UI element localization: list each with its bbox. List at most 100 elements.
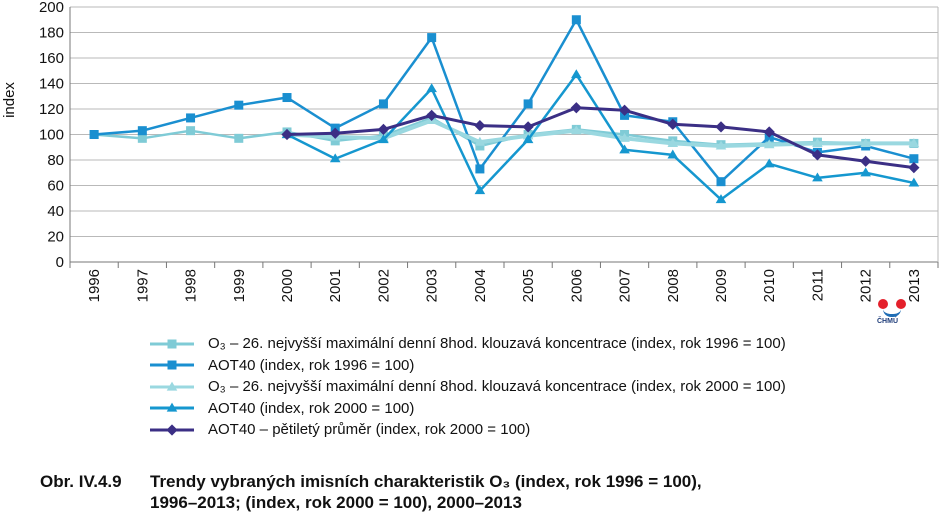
x-tick-label: 2012 [858,269,875,302]
data-point-series-2 [523,99,533,109]
legend-swatch-marker [167,360,177,370]
series-line-3 [286,118,914,148]
y-tick-label: 160 [39,50,64,67]
legend-swatch-marker [166,381,178,391]
legend: O₃ – 26. nejvyšší maximální denní 8hod. … [150,333,910,441]
data-point-series-4 [908,177,920,187]
y-tick-label: 0 [56,254,64,271]
x-tick-label: 2011 [809,269,826,301]
legend-label: O₃ – 26. nejvyšší maximální denní 8hod. … [208,378,786,396]
data-point-series-4 [715,194,727,204]
data-point-series-4 [619,144,630,154]
data-point-series-2 [282,93,292,103]
legend-swatch [150,381,194,391]
x-tick-label: 2007 [617,269,634,302]
data-point-series-2 [89,130,99,139]
legend-swatch [150,339,194,349]
y-tick-label: 40 [47,203,64,220]
y-tick-label: 140 [39,76,64,93]
x-tick-label: 2009 [713,269,730,302]
legend-swatch [150,402,194,412]
series-line-5 [286,106,915,170]
y-axis-label: index [1,82,18,118]
data-point-series-1 [186,126,196,136]
legend-item-o3-1996: O₃ – 26. nejvyšší maximální denní 8hod. … [150,333,910,355]
data-point-series-5 [522,121,534,133]
y-tick-label: 60 [47,178,64,195]
data-point-series-4 [329,153,341,163]
data-point-series-4 [522,134,534,144]
y-tick-label: 80 [47,152,64,169]
x-tick-label: 1996 [86,269,103,302]
data-point-series-3 [715,140,727,150]
data-point-series-3 [667,138,679,147]
caption-line-1: Trendy vybraných imisních charakteristik… [150,472,702,491]
caption-line-2: 1996–2013; (index, rok 2000 = 100), 2000… [150,493,522,512]
data-point-series-5 [763,126,775,138]
logo-wave [883,309,901,317]
data-point-series-5 [811,149,824,161]
x-tick-label: 2001 [327,269,344,302]
data-point-series-3 [812,138,823,147]
data-point-series-3 [908,138,920,147]
data-point-series-1 [234,133,244,143]
series-line-4 [286,73,915,201]
legend-label: AOT40 (index, rok 2000 = 100) [208,399,415,417]
data-point-series-4 [667,149,679,159]
data-point-series-5 [618,104,631,116]
data-point-series-2 [427,33,437,43]
logo-text: ČHMÚ [877,318,898,325]
legend-swatch-marker [166,402,178,412]
data-point-series-5 [570,102,582,114]
x-tick-label: 2013 [906,269,923,302]
logo-dot [896,299,906,309]
y-tick-label: 120 [39,101,64,118]
data-point-series-5 [667,118,679,130]
figure-caption: Obr. IV.4.9 Trendy vybraných imisních cha… [40,471,930,513]
data-point-series-5 [474,119,486,132]
legend-label: AOT40 (index, rok 1996 = 100) [208,356,415,374]
data-point-series-1 [137,133,147,143]
legend-label: O₃ – 26. nejvyšší maximální denní 8hod. … [208,335,786,353]
x-tick-label: 2010 [761,269,778,302]
x-tick-label: 2002 [375,269,392,302]
data-point-series-2 [716,177,726,187]
x-tick-label: 1998 [183,269,200,302]
legend-item-aot40-1996: AOT40 (index, rok 1996 = 100) [150,355,910,377]
y-tick-label: 180 [39,25,64,42]
series-line-2 [94,18,915,183]
x-tick-label: 2006 [568,269,585,302]
data-point-series-5 [329,127,341,139]
data-point-series-3 [619,132,630,142]
data-point-series-5 [281,128,293,141]
legend-swatch-marker [166,424,178,436]
legend-label: AOT40 – pětiletý průměr (index, rok 2000… [208,421,531,439]
data-point-series-2 [186,113,196,123]
data-point-series-4 [474,185,486,195]
data-point-series-2 [909,154,919,164]
data-point-series-5 [908,162,920,174]
data-point-series-2 [571,15,581,25]
data-point-series-4 [571,69,582,79]
data-point-series-3 [474,136,486,146]
x-tick-label: 2005 [520,269,537,302]
legend-swatch [150,424,194,436]
figure-number: Obr. IV.4.9 [40,472,122,491]
data-point-series-3 [763,139,775,149]
x-tick-label: 2000 [279,269,296,302]
data-point-series-4 [426,83,437,93]
data-point-series-4 [763,158,775,168]
legend-item-o3-2000: O₃ – 26. nejvyšší maximální denní 8hod. … [150,376,910,398]
data-point-series-5 [426,109,438,121]
legend-item-aot40-5yr: AOT40 – pětiletý průměr (index, rok 2000… [150,419,910,441]
data-point-series-1 [330,136,340,146]
data-point-series-1 [475,141,485,151]
data-point-series-5 [715,121,727,133]
data-point-series-4 [860,167,871,177]
data-point-series-3 [571,125,582,135]
x-tick-label: 2003 [424,269,441,302]
legend-swatch [150,360,194,370]
data-point-series-5 [377,123,390,136]
x-tick-label: 2004 [472,269,489,302]
data-point-series-5 [860,155,872,167]
